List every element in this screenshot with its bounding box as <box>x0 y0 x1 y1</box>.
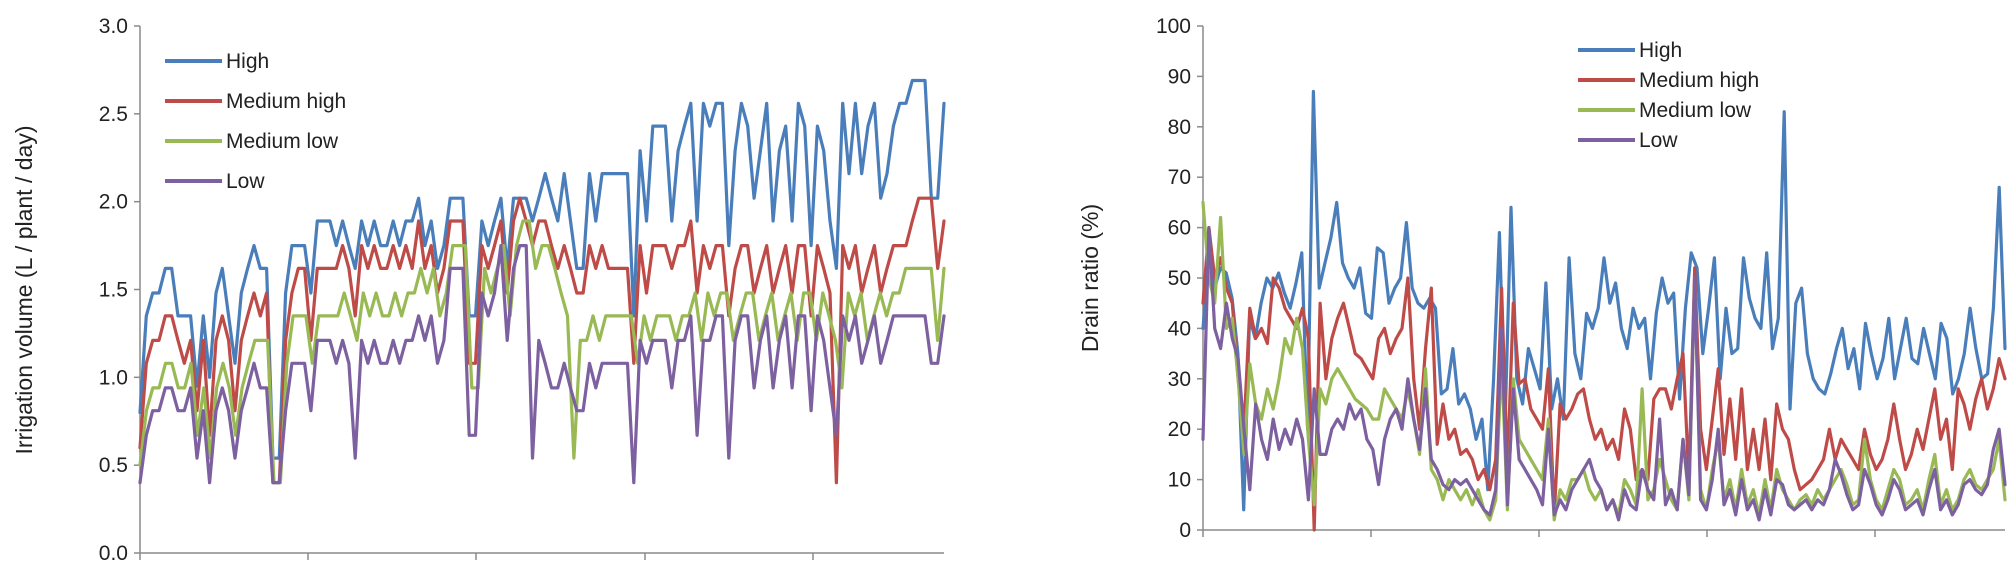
left-legend-label-high: High <box>226 50 269 73</box>
right-y-tick-label: 0 <box>1179 519 1191 542</box>
left-legend-label-low: Low <box>226 170 265 193</box>
right-y-tick-label: 30 <box>1168 368 1191 391</box>
right-y-tick-label: 60 <box>1168 217 1191 240</box>
left-legend-label-medium-low: Medium low <box>226 130 339 153</box>
right-y-tick-label: 40 <box>1168 317 1191 340</box>
right-y-tick-label: 20 <box>1168 418 1191 441</box>
left-y-tick-labels: 0.0 0.5 1.0 1.5 2.0 2.5 3.0 <box>99 15 128 565</box>
left-legend: High Medium high Medium low Low <box>165 50 346 193</box>
left-y-tick-label: 0.0 <box>99 542 128 565</box>
right-legend-label-low: Low <box>1639 129 1678 152</box>
left-y-tick-label: 3.0 <box>99 15 128 38</box>
right-series-line-medium-high <box>1201 226 2007 532</box>
right-series-line-low <box>1201 226 2007 522</box>
left-y-tick-label: 2.0 <box>99 191 128 214</box>
left-y-tick-label: 2.5 <box>99 103 128 126</box>
left-legend-label-medium-high: Medium high <box>226 90 346 113</box>
left-y-tick-label: 1.5 <box>99 279 128 302</box>
left-y-axis-title: Irrigation volume (L / plant / day) <box>11 126 37 455</box>
right-series-line-high <box>1201 89 2007 512</box>
right-y-tick-label: 50 <box>1168 267 1191 290</box>
left-axis-ticks <box>134 25 814 560</box>
chart-left: 0.0 0.5 1.0 1.5 2.0 2.5 3.0 Irrigation volume … <box>11 15 946 565</box>
right-y-tick-labels: 0 10 20 30 40 50 60 70 80 90 100 <box>1156 15 1191 542</box>
right-series-lines <box>1201 89 2007 532</box>
chart-right: 0 10 20 30 40 50 60 70 80 90 100 Drain ratio (%) H… <box>1077 15 2007 542</box>
right-y-tick-label: 80 <box>1168 116 1191 139</box>
right-legend-label-high: High <box>1639 39 1682 62</box>
left-y-tick-label: 1.0 <box>99 366 128 389</box>
right-y-tick-label: 70 <box>1168 166 1191 189</box>
right-y-tick-label: 90 <box>1168 65 1191 88</box>
right-y-tick-label: 10 <box>1168 469 1191 492</box>
left-series-line-low <box>138 244 946 485</box>
left-y-tick-label: 0.5 <box>99 454 128 477</box>
right-legend-label-medium-high: Medium high <box>1639 69 1759 92</box>
right-y-axis-title: Drain ratio (%) <box>1077 204 1103 352</box>
right-y-tick-label: 100 <box>1156 15 1191 38</box>
right-legend-label-medium-low: Medium low <box>1639 99 1752 122</box>
right-legend: High Medium high Medium low Low <box>1578 39 1759 152</box>
left-series-lines <box>138 78 946 485</box>
